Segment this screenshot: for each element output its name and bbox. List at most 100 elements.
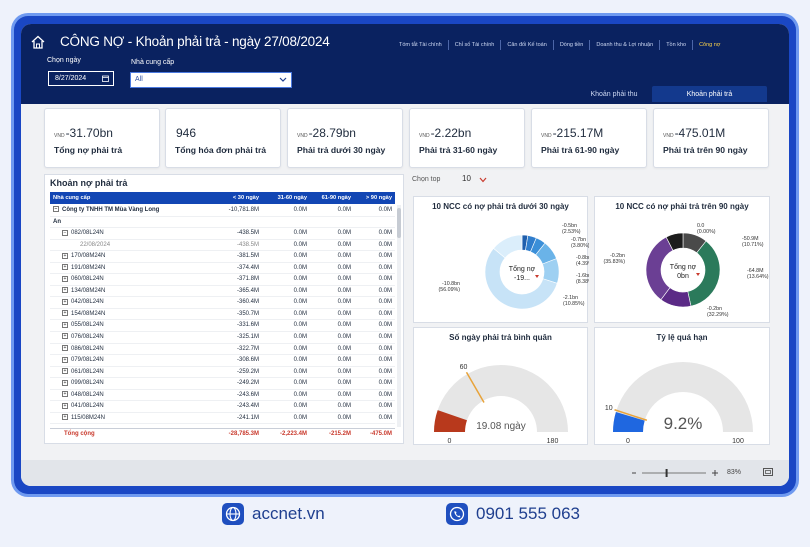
expand-icon[interactable]: + bbox=[62, 402, 68, 409]
gauge-min-label: 0 bbox=[626, 438, 630, 445]
kpi-card: VND-215.17M Phải trả 61-90 ngày bbox=[531, 108, 647, 168]
table-row[interactable]: +076/08L24N -325.1M 0.0M 0.0M 0.0M bbox=[50, 332, 395, 344]
cell-text: -10,781.8M bbox=[228, 207, 259, 213]
table-cell: 0.0M bbox=[354, 332, 395, 343]
table-row[interactable]: +048/08L24N -243.6M 0.0M 0.0M 0.0M bbox=[50, 390, 395, 402]
table-cell: 0.0M bbox=[310, 240, 354, 251]
table-total-row: Tổng cộng -28,785.3M -2,223.4M -215.2M -475.… bbox=[50, 428, 395, 440]
donut-slice[interactable] bbox=[665, 232, 684, 251]
kpi-value: VND-28.79bn bbox=[297, 126, 356, 140]
expand-icon[interactable]: + bbox=[62, 368, 68, 375]
cell-text: 0.0M bbox=[378, 357, 392, 364]
table-cell: 0.0M bbox=[262, 320, 310, 331]
gauge-days-chart[interactable]: 60 0 180 19.08 ngày bbox=[414, 342, 589, 446]
table-row[interactable]: +061/08L24N -259.2M 0.0M 0.0M 0.0M bbox=[50, 367, 395, 379]
nav-tab[interactable]: Công nợ bbox=[692, 40, 726, 50]
cell-text: 0.0M bbox=[293, 264, 307, 271]
cell-text: -249.2M bbox=[236, 380, 259, 387]
gauge-overdue-card: Tỷ lệ quá hạn 10 0 100 9.2% bbox=[594, 327, 770, 445]
nav-tab[interactable]: Chỉ số Tài chính bbox=[447, 40, 501, 50]
table-cell: -325.1M bbox=[209, 332, 262, 343]
expand-icon[interactable]: + bbox=[62, 287, 68, 294]
table-body[interactable]: − Công ty TNHH TM Mùa Vàng Long -10,781.8M… bbox=[50, 205, 395, 427]
nav-tab[interactable]: Doanh thu & Lợi nhuận bbox=[589, 40, 659, 50]
column-header[interactable]: > 90 ngày bbox=[365, 195, 392, 201]
nav-tab[interactable]: Dòng tiền bbox=[552, 40, 590, 50]
donut-under30-chart[interactable]: Tổng nợ -19... -0.5bn (2.53%) -0.7bn (3.80%) -… bbox=[414, 213, 589, 323]
expand-icon[interactable]: + bbox=[62, 321, 68, 328]
table-cell: 0.0M bbox=[262, 413, 310, 424]
cell-text: 082/08L24N bbox=[71, 230, 104, 237]
kpi-value: VND-2.22bn bbox=[419, 126, 471, 140]
column-header[interactable]: Nhà cung cấp bbox=[53, 195, 91, 201]
home-icon[interactable] bbox=[31, 35, 45, 49]
expand-icon[interactable]: + bbox=[62, 356, 68, 363]
supplier-filter-select[interactable]: All bbox=[130, 72, 292, 88]
table-row[interactable]: +191/08M24N -374.4M 0.0M 0.0M 0.0M bbox=[50, 263, 395, 275]
table-row[interactable]: +042/08L24N -360.4M 0.0M 0.0M 0.0M bbox=[50, 297, 395, 309]
expand-icon[interactable]: + bbox=[62, 344, 68, 351]
table-row[interactable]: +086/08L24N -322.7M 0.0M 0.0M 0.0M bbox=[50, 344, 395, 356]
collapse-icon[interactable]: − bbox=[62, 229, 68, 236]
table-row[interactable]: −082/08L24N -438.5M 0.0M 0.0M 0.0M bbox=[50, 228, 395, 240]
zoom-slider[interactable] bbox=[632, 467, 722, 479]
gauge-fill[interactable] bbox=[613, 412, 645, 432]
nav-tab[interactable]: Cân đối Kế toán bbox=[500, 40, 552, 50]
donut-over90-chart[interactable]: Tổng nợ 0bn 0.0 (0.00%) -50.9M (10.71%) -0.2bn… bbox=[595, 213, 771, 323]
table-cell: -259.2M bbox=[209, 367, 262, 378]
expand-icon[interactable]: + bbox=[62, 298, 68, 305]
expand-icon[interactable]: + bbox=[62, 333, 68, 340]
collapse-icon[interactable]: − bbox=[53, 206, 59, 213]
table-cell: -10,781.8M bbox=[209, 205, 262, 216]
tab-receivable[interactable]: Khoản phải thu bbox=[590, 91, 638, 98]
expand-icon[interactable]: + bbox=[62, 391, 68, 398]
table-cell: +060/08L24N bbox=[50, 274, 209, 285]
footer-website: accnet.vn bbox=[222, 503, 325, 525]
table-row[interactable]: 22/08/2024 -438.5M 0.0M 0.0M 0.0M bbox=[50, 240, 395, 252]
table-cell: 0.0M bbox=[310, 297, 354, 308]
fit-to-page-icon[interactable] bbox=[763, 468, 773, 477]
expand-icon[interactable]: + bbox=[62, 264, 68, 271]
table-scrollbar[interactable] bbox=[397, 205, 401, 427]
donut-slice[interactable] bbox=[493, 234, 523, 259]
column-header[interactable]: 61-90 ngày bbox=[321, 195, 351, 201]
table-row[interactable]: +055/08L24N -331.6M 0.0M 0.0M 0.0M bbox=[50, 320, 395, 333]
donut-under30-title: 10 NCC có nợ phải trả dưới 30 ngày bbox=[432, 202, 569, 211]
calendar-icon[interactable] bbox=[102, 75, 109, 82]
gauge-target-marker bbox=[465, 371, 485, 403]
top-selector[interactable]: 10 bbox=[462, 174, 471, 183]
column-header[interactable]: 31-60 ngày bbox=[277, 195, 307, 201]
table-row[interactable]: An bbox=[50, 217, 395, 229]
chevron-down-icon[interactable] bbox=[479, 177, 487, 183]
nav-tab[interactable]: Tồn kho bbox=[659, 40, 692, 50]
table-row[interactable]: +099/08L24N -249.2M 0.0M 0.0M 0.0M bbox=[50, 378, 395, 390]
table-row[interactable]: +060/08L24N -371.8M 0.0M 0.0M 0.0M bbox=[50, 274, 395, 286]
table-row[interactable]: − Công ty TNHH TM Mùa Vàng Long -10,781.8M… bbox=[50, 205, 395, 217]
donut-slice[interactable] bbox=[484, 247, 558, 310]
nav-tab[interactable]: Tóm tắt Tài chính bbox=[399, 42, 442, 48]
expand-icon[interactable]: + bbox=[62, 310, 68, 317]
column-header[interactable]: < 30 ngày bbox=[232, 195, 259, 201]
table-cell: -243.6M bbox=[209, 390, 262, 401]
expand-icon[interactable]: + bbox=[62, 275, 68, 282]
table-cell: 0.0M bbox=[354, 401, 395, 412]
scrollbar-thumb[interactable] bbox=[397, 208, 401, 238]
tab-payable[interactable]: Khoản phải trả bbox=[652, 86, 767, 102]
date-filter-input[interactable]: 8/27/2024 bbox=[48, 71, 114, 86]
donut-slice[interactable] bbox=[687, 240, 721, 307]
expand-icon[interactable]: + bbox=[62, 414, 68, 421]
cell-text: -438.5M bbox=[236, 230, 259, 237]
table-row[interactable]: +170/08M24N -381.5M 0.0M 0.0M 0.0M bbox=[50, 251, 395, 263]
table-row[interactable]: +079/08L24N -308.6M 0.0M 0.0M 0.0M bbox=[50, 355, 395, 367]
expand-icon[interactable]: + bbox=[62, 379, 68, 386]
table-cell: -365.4M bbox=[209, 286, 262, 297]
supplier-filter-label: Nhà cung cấp bbox=[131, 59, 175, 66]
gauge-fill[interactable] bbox=[434, 410, 467, 432]
table-row[interactable]: +115/08M24N -241.1M 0.0M 0.0M 0.0M bbox=[50, 413, 395, 425]
table-row[interactable]: +041/08L24N -243.4M 0.0M 0.0M 0.0M bbox=[50, 401, 395, 413]
table-row[interactable]: +154/08M24N -350.7M 0.0M 0.0M 0.0M bbox=[50, 309, 395, 321]
table-row[interactable]: +134/08M24N -365.4M 0.0M 0.0M 0.0M bbox=[50, 286, 395, 298]
gauge-track bbox=[434, 365, 568, 432]
expand-icon[interactable]: + bbox=[62, 252, 68, 259]
